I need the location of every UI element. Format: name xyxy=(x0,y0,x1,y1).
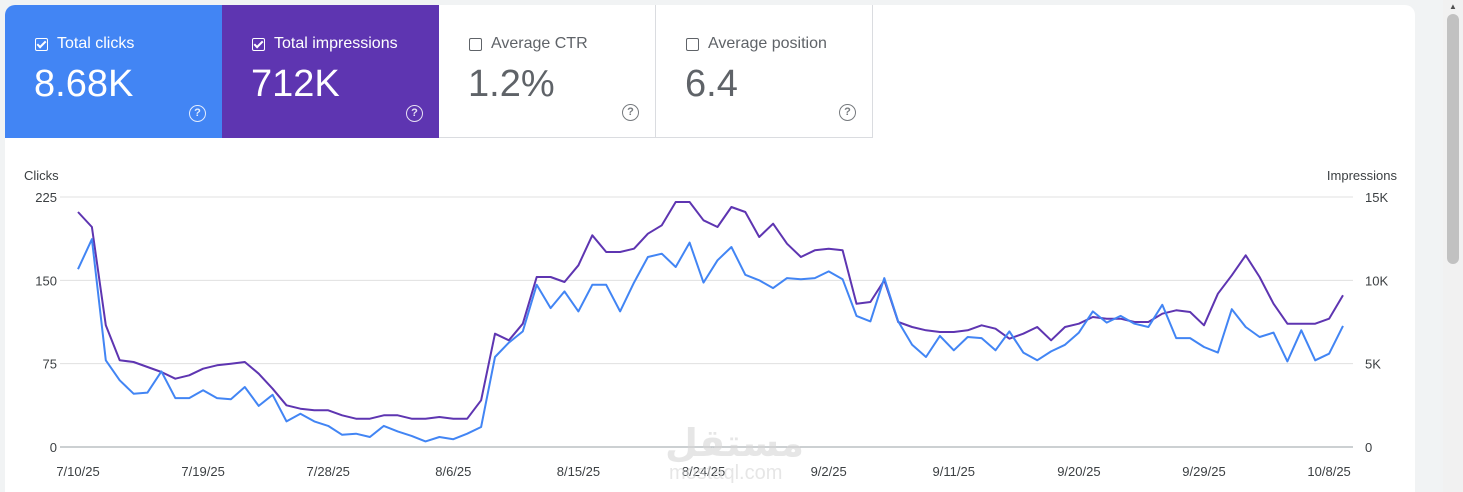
y-tick-label-left: 150 xyxy=(35,273,57,288)
x-tick-label: 9/11/25 xyxy=(933,464,975,479)
metric-label: Average CTR xyxy=(491,35,588,52)
right-axis-title: Impressions xyxy=(1327,168,1398,183)
metric-average-position[interactable]: Average position 6.4 ? xyxy=(656,5,873,138)
metric-header: Average position xyxy=(686,35,827,53)
y-tick-label-left: 75 xyxy=(43,357,57,372)
help-icon[interactable]: ? xyxy=(406,105,423,122)
metric-label: Total clicks xyxy=(57,35,135,52)
left-axis-title: Clicks xyxy=(24,168,59,183)
x-tick-label: 8/24/25 xyxy=(682,464,725,479)
clicks-series-line xyxy=(77,238,1344,443)
checkbox-checked-icon[interactable] xyxy=(252,37,265,51)
metric-label: Total impressions xyxy=(274,35,398,52)
metric-total-impressions[interactable]: Total impressions 712K ? xyxy=(222,5,439,138)
help-icon[interactable]: ? xyxy=(622,104,639,121)
metric-header: Total clicks xyxy=(35,35,134,53)
performance-card: Total clicks 8.68K ? Total impressions 7… xyxy=(5,5,1415,492)
scroll-thumb[interactable] xyxy=(1447,14,1459,264)
x-tick-label: 7/19/25 xyxy=(181,464,224,479)
metric-label: Average position xyxy=(708,35,827,52)
impressions-series-line xyxy=(77,201,1344,420)
help-icon[interactable]: ? xyxy=(839,104,856,121)
performance-chart: 225 15K 150 10K 75 5K 0 0 Clicks Impressions 7/10/… xyxy=(24,168,1398,479)
scroll-up-arrow-icon[interactable]: ▲ xyxy=(1449,2,1457,11)
x-tick-label: 9/2/25 xyxy=(811,464,847,479)
metric-value: 6.4 xyxy=(685,63,738,105)
x-tick-label: 9/20/25 xyxy=(1057,464,1100,479)
x-tick-label: 9/29/25 xyxy=(1182,464,1225,479)
metric-value: 1.2% xyxy=(468,63,555,105)
metric-total-clicks[interactable]: Total clicks 8.68K ? xyxy=(5,5,222,138)
checkbox-unchecked-icon[interactable] xyxy=(469,37,482,51)
y-tick-label-right: 15K xyxy=(1365,190,1388,205)
y-tick-label-left: 225 xyxy=(35,190,57,205)
help-icon[interactable]: ? xyxy=(189,105,206,122)
x-tick-label: 7/28/25 xyxy=(307,464,350,479)
checkbox-checked-icon[interactable] xyxy=(35,37,48,51)
x-tick-label: 7/10/25 xyxy=(56,464,99,479)
y-tick-label-right: 5K xyxy=(1365,357,1381,372)
y-tick-label-left: 0 xyxy=(50,440,57,455)
x-tick-label: 10/8/25 xyxy=(1307,464,1350,479)
x-tick-label: 8/15/25 xyxy=(557,464,600,479)
metric-average-ctr[interactable]: Average CTR 1.2% ? xyxy=(439,5,656,138)
metric-value: 8.68K xyxy=(34,63,134,105)
y-tick-label-right: 10K xyxy=(1365,273,1388,288)
metric-value: 712K xyxy=(251,63,340,105)
metric-header: Total impressions xyxy=(252,35,398,53)
checkbox-unchecked-icon[interactable] xyxy=(686,37,699,51)
metric-tabs: Total clicks 8.68K ? Total impressions 7… xyxy=(5,5,873,138)
page-scrollbar[interactable]: ▲ xyxy=(1443,0,1463,492)
x-tick-label: 8/6/25 xyxy=(435,464,471,479)
y-tick-label-right: 0 xyxy=(1365,440,1372,455)
metric-header: Average CTR xyxy=(469,35,588,53)
